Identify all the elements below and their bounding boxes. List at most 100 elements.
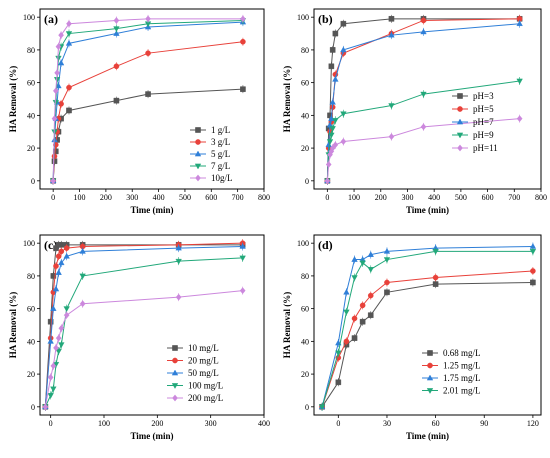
data-point <box>318 404 326 411</box>
x-axis-title: Time (min) <box>130 205 173 215</box>
data-point <box>239 243 246 249</box>
data-point <box>65 31 73 37</box>
data-point <box>63 252 70 259</box>
data-point <box>384 279 390 286</box>
x-tick-label: 100 <box>98 419 110 428</box>
data-point <box>420 17 427 24</box>
x-axis-title: Time (min) <box>130 431 173 441</box>
data-point <box>58 342 65 349</box>
y-tick-label: 0 <box>305 177 309 186</box>
data-point <box>383 247 391 254</box>
data-point <box>50 305 57 311</box>
data-point <box>351 335 358 341</box>
y-tick-label: 80 <box>27 272 35 281</box>
data-point <box>240 86 246 92</box>
chart-panel-3: 0 100 200 300 400 0 20 40 60 80 100 Time (min) HA Re… <box>8 234 270 441</box>
x-tick-label: 500 <box>179 193 191 202</box>
data-point <box>55 269 62 275</box>
data-point <box>175 244 182 251</box>
legend-marker <box>427 362 433 369</box>
y-tick-label: 20 <box>301 144 309 153</box>
data-point <box>79 273 86 280</box>
chart-panel-2: 0 100 200 300 400 500 600 700 800 0 20 40 60 80 100 Tim… <box>282 8 547 215</box>
data-point <box>79 243 86 250</box>
data-point <box>516 16 523 22</box>
panel-label: (a) <box>44 12 58 26</box>
data-point <box>388 133 395 141</box>
x-axis-title: Time (min) <box>406 205 449 215</box>
series-5 <box>42 286 246 411</box>
y-tick-label: 80 <box>301 272 309 281</box>
plot-frame <box>313 8 542 190</box>
legend-entry: 10g/L <box>211 173 233 183</box>
data-point <box>50 386 57 393</box>
series-line <box>321 250 533 407</box>
data-point <box>145 91 151 97</box>
panel-label: (b) <box>318 12 333 26</box>
series-line <box>321 281 533 408</box>
data-point <box>367 267 374 273</box>
data-point <box>63 245 70 251</box>
x-tick-label: 400 <box>428 193 440 202</box>
data-point <box>55 253 62 260</box>
data-point <box>420 123 427 131</box>
data-point <box>420 28 427 35</box>
data-point <box>52 87 59 95</box>
y-axis-title: HA Removal (%) <box>282 292 292 359</box>
legend-entry: 7 g/L <box>211 161 230 171</box>
data-point <box>351 256 358 262</box>
data-point <box>530 279 536 286</box>
data-point <box>47 393 54 399</box>
data-point <box>113 97 120 104</box>
data-point <box>432 249 439 255</box>
x-tick-label: 500 <box>455 193 467 202</box>
data-point <box>42 403 49 411</box>
data-point <box>65 39 73 46</box>
legend-marker <box>457 106 463 112</box>
y-tick-label: 40 <box>301 111 309 120</box>
legend-marker <box>426 374 434 381</box>
legend-entry: 20 mg/L <box>188 356 219 366</box>
series-2 <box>50 37 246 185</box>
y-axis-title: HA Removal (%) <box>8 292 18 359</box>
data-point <box>50 362 57 370</box>
data-point <box>113 17 120 24</box>
y-tick-label: 20 <box>27 370 35 379</box>
y-tick-label: 40 <box>301 337 309 346</box>
legend-marker <box>456 118 464 125</box>
data-point <box>332 141 339 149</box>
data-point <box>57 59 65 66</box>
data-point <box>58 259 65 266</box>
legend-marker <box>195 127 201 133</box>
data-point <box>420 91 427 98</box>
data-point <box>175 258 182 265</box>
data-point <box>340 46 347 53</box>
y-tick-label: 100 <box>23 239 35 248</box>
data-point <box>239 287 246 295</box>
data-point <box>58 31 64 39</box>
data-point <box>53 263 59 269</box>
data-point <box>367 251 374 257</box>
x-tick-label: 400 <box>258 419 270 428</box>
y-tick-label: 20 <box>301 370 309 379</box>
data-point <box>383 257 391 263</box>
data-point <box>351 315 358 322</box>
data-point <box>54 69 60 77</box>
y-tick-label: 100 <box>297 13 309 22</box>
x-tick-label: 200 <box>151 419 163 428</box>
data-point <box>53 344 59 352</box>
data-point <box>516 20 523 27</box>
y-tick-label: 60 <box>27 79 35 88</box>
data-point <box>66 20 72 28</box>
legend-marker <box>195 174 201 182</box>
series-4 <box>318 247 537 411</box>
data-point <box>240 15 246 23</box>
data-point <box>63 306 70 313</box>
y-tick-label: 100 <box>297 239 309 248</box>
x-tick-label: 0 <box>49 419 53 428</box>
legend-marker <box>194 150 202 157</box>
data-point <box>329 98 336 105</box>
x-tick-label: 300 <box>126 193 138 202</box>
x-tick-label: 800 <box>258 193 270 202</box>
data-point <box>175 293 182 301</box>
